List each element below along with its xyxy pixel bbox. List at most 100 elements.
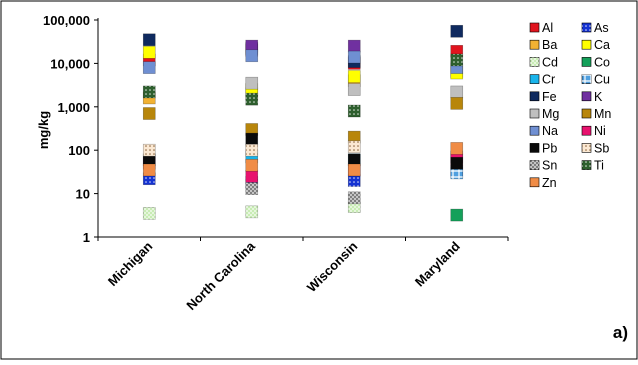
marker-pattern [348,174,361,187]
data-point-na [142,61,156,74]
marker-fill [450,156,464,170]
legend-swatch-pattern [530,160,539,170]
marker-fill [245,49,259,63]
legend-label: Na [542,124,558,138]
marker-fill [347,39,361,53]
marker-fill [450,85,464,99]
y-tick-label: 100,000 [43,13,90,28]
marker-fill [142,107,156,120]
legend-swatch-pattern [582,143,591,153]
legend-item-ba: Ba [529,38,557,52]
marker-fill [347,83,361,96]
marker-pattern [450,53,463,66]
legend-item-cu: Cu [581,73,610,87]
data-point-ca [142,46,156,59]
legend-item-as: As [581,21,609,35]
legend-swatch [529,74,540,84]
data-point-sb [142,143,156,157]
marker-fill [245,170,259,183]
legend-label: Cd [542,55,558,69]
data-point-sb [245,143,259,157]
data-point-pb [450,156,464,170]
data-point-fe [142,33,156,47]
legend-label: Zn [542,176,557,190]
marker-pattern [143,207,156,220]
marker-pattern [245,144,258,157]
legend-swatch [529,143,540,153]
data-point-zn [450,142,464,155]
marker-fill [450,142,464,155]
data-point-sb [347,140,361,154]
marker-pattern [450,166,463,179]
legend-label: Ni [594,124,606,138]
data-point-ti [347,104,361,118]
data-point-zn [245,158,259,172]
y-tick-label: 1 [83,230,90,245]
marker-pattern [143,144,156,157]
data-point-mg [245,76,259,90]
legend-swatch [581,39,592,50]
marker-pattern [245,93,258,106]
marker-pattern [348,140,361,153]
legend-label: Ti [594,159,604,173]
data-point-cd [142,207,156,220]
legend-item-ti: Ti [581,159,604,173]
legend-item-fe: Fe [529,90,557,104]
data-point-ni [245,170,259,183]
marker-fill [245,132,259,146]
data-point-as [347,174,361,187]
marker-fill [245,76,259,90]
marker-fill [245,158,259,172]
y-axis-title: mg/kg [36,111,51,149]
data-point-cd [245,205,259,219]
data-point-ti [245,92,259,106]
legend-item-pb: Pb [529,141,557,155]
data-point-mg [450,85,464,99]
data-point-fe [450,24,464,38]
data-point-mn [142,107,156,120]
marker-fill [450,24,464,38]
panel-label: a) [613,323,628,342]
legend-label: Fe [542,90,557,104]
data-point-pb [245,132,259,146]
marker-fill [142,33,156,47]
legend-label: As [594,21,609,35]
legend-label: Sb [594,141,609,155]
marker-pattern [348,105,361,118]
y-tick-label: 100 [68,143,90,158]
legend-label: Cr [542,73,555,87]
marker-pattern [143,85,156,98]
marker-fill [450,208,464,222]
marker-pattern [245,182,258,195]
y-tick-label: 1,000 [57,100,90,115]
y-tick-label: 10,000 [50,56,90,71]
data-point-mn [450,97,464,110]
legend-item-sn: Sn [529,159,557,173]
data-point-ti [142,85,156,99]
marker-fill [347,70,361,83]
data-point-ti [450,53,464,67]
legend-swatch-pattern [530,57,539,67]
marker-pattern [245,205,258,218]
legend-label: Ba [542,38,557,52]
legend-label: Co [594,55,610,69]
marker-fill [142,163,156,177]
legend-item-co: Co [581,55,610,69]
legend-label: Al [542,21,553,35]
legend-item-cd: Cd [529,55,558,69]
marker-fill [450,97,464,110]
data-point-mg [347,83,361,96]
data-point-ca [347,70,361,83]
legend-swatch [529,125,540,136]
legend-label: Pb [542,141,557,155]
legend-item-ca: Ca [581,38,610,52]
legend-swatch [529,91,540,102]
legend: Al As Ba Ca Cd Co Cr Cu Fe K Mg Mn Na Ni Pb Sb Sn Ti Zn [529,21,611,190]
data-point-sn [347,191,361,205]
data-point-na [347,50,361,64]
legend-item-cr: Cr [529,73,555,87]
legend-label: Sn [542,159,557,173]
data-point-cu [450,166,464,180]
